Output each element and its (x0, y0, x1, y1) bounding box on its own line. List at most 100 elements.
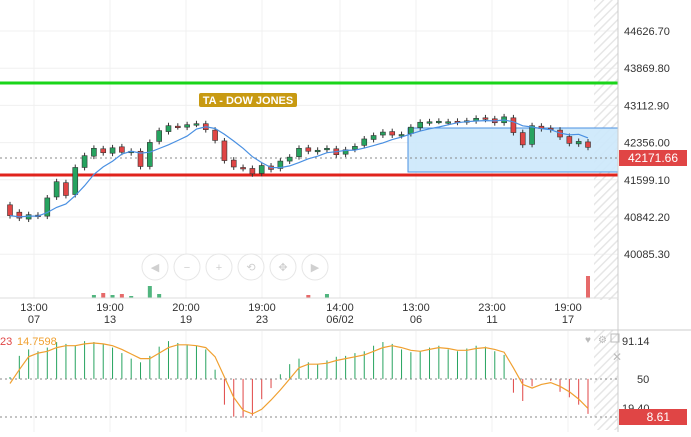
candle-body (445, 121, 451, 124)
back-icon-glyph: ◀ (151, 262, 160, 274)
candle-body (249, 168, 256, 175)
candle-body (147, 142, 153, 167)
candle-body (193, 123, 200, 126)
indicator-value: 14.7598 (17, 336, 57, 348)
candle-body (175, 125, 181, 128)
candle-body (408, 126, 414, 134)
candle-body (7, 204, 13, 216)
annotation-text: TA - DOW JONES (203, 95, 293, 107)
indicator-tick-high: 91.14 (622, 336, 650, 348)
zoom-in-icon[interactable] (205, 253, 233, 281)
candle-body (575, 141, 582, 145)
x-tick-time: 23:00 (478, 302, 506, 314)
x-tick-day: 17 (562, 314, 574, 326)
candle-body (137, 150, 144, 167)
candle-body (342, 149, 349, 155)
candle-body (426, 121, 433, 124)
oscillator-line (9, 342, 589, 415)
candle-body (258, 165, 265, 174)
navigation-controls[interactable]: ◀ − + ⟲ ✥ ▶ (141, 253, 329, 281)
annotation-label[interactable]: TA - DOW JONES (199, 93, 297, 107)
x-tick-day: 06/02 (326, 314, 354, 326)
candle-body (277, 160, 284, 169)
forward-icon-glyph: ▶ (311, 262, 320, 274)
zoom-reset-icon[interactable] (237, 253, 265, 281)
candle-body (156, 130, 162, 142)
maximize-icon[interactable] (610, 333, 620, 343)
settings-icon[interactable]: ⚙ (598, 335, 607, 346)
candle-body (44, 197, 51, 217)
heart-icon[interactable]: ♥ (585, 335, 591, 346)
candle-body (25, 214, 32, 220)
y-axis[interactable]: 44626.70 43869.80 43112.90 42356.00 41599.10… (624, 26, 670, 261)
y-tick-label: 42356.00 (624, 138, 670, 150)
volume-bars (91, 276, 590, 298)
volume-bar (119, 294, 124, 298)
candle-body (352, 146, 358, 150)
y-tick-label: 41599.10 (624, 175, 670, 187)
volume-bar (586, 276, 590, 298)
candle-body (81, 155, 88, 168)
candle-body (53, 181, 60, 198)
pan-icon-glyph: ✥ (278, 262, 287, 274)
volume-bar (324, 294, 329, 298)
candle-body (482, 117, 489, 120)
candle-body (72, 167, 79, 195)
candle-body (230, 159, 237, 168)
candle-body (296, 148, 302, 157)
candle-body (100, 148, 107, 154)
oscillator-bars (9, 341, 589, 418)
candle-body (370, 135, 377, 140)
candle-body (119, 146, 125, 153)
candle-body (361, 138, 368, 146)
current-price-badge: 42171.66 (619, 150, 687, 166)
x-tick-day: 07 (28, 314, 40, 326)
candle-body (314, 149, 321, 153)
candle-body (398, 134, 405, 137)
candle-body (529, 125, 535, 145)
current-price-text: 42171.66 (628, 151, 678, 165)
volume-bar (147, 286, 152, 298)
candle-body (91, 148, 97, 157)
candle-body (240, 167, 246, 170)
volume-bar (91, 295, 96, 298)
candle-body (566, 136, 573, 144)
x-tick-time: 19:00 (96, 302, 124, 314)
zoom-reset-icon-glyph: ⟲ (246, 262, 255, 274)
indicator-param: 23 (0, 336, 12, 348)
x-tick-time: 19:00 (248, 302, 276, 314)
candle-body (221, 140, 228, 161)
close-icon[interactable]: ✕ (612, 350, 622, 364)
candle-body (519, 132, 526, 146)
x-tick-time: 13:00 (402, 302, 430, 314)
x-tick-day: 13 (104, 314, 116, 326)
zoom-out-icon[interactable] (173, 253, 201, 281)
indicator-value-badge: 8.61 (619, 409, 687, 425)
indicator-tick-mid: 50 (637, 374, 649, 386)
y-tick-label: 43112.90 (624, 100, 669, 112)
volume-bar (306, 295, 311, 298)
volume-bar (110, 295, 115, 298)
y-tick-label: 40085.30 (624, 249, 670, 261)
candle-body (286, 156, 293, 162)
forward-icon[interactable] (301, 253, 329, 281)
zoom-out-icon-glyph: − (184, 262, 190, 274)
x-tick-time: 13:00 (20, 302, 48, 314)
candle-body (585, 141, 591, 148)
candle-body (436, 120, 442, 124)
pan-icon[interactable] (269, 253, 297, 281)
y-tick-label: 40842.20 (624, 212, 670, 224)
candle-body (389, 131, 396, 136)
panel-controls[interactable]: ♥ ⚙ ✕ (585, 333, 622, 364)
x-tick-time: 19:00 (554, 302, 582, 314)
x-axis[interactable]: 13:000719:001320:001919:002314:0006/0213… (20, 302, 582, 326)
back-icon[interactable] (141, 253, 169, 281)
x-tick-day: 19 (180, 314, 192, 326)
volume-bar (157, 294, 162, 298)
candle-body (184, 124, 190, 128)
candle-body (63, 182, 69, 196)
x-tick-day: 06 (410, 314, 422, 326)
candle-body (109, 147, 116, 154)
